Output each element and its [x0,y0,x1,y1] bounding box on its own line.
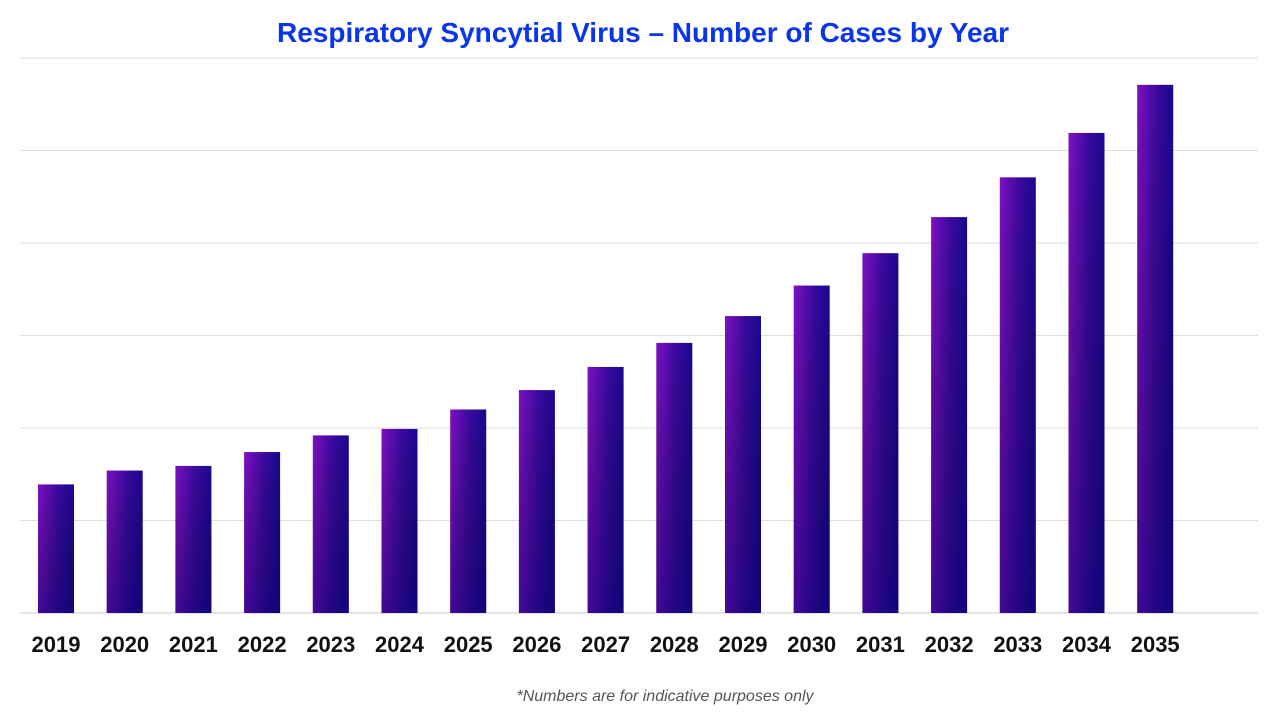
bar-2029 [725,316,761,613]
bar-shade [725,316,761,613]
x-tick-label: 2032 [925,632,974,657]
bar-shade [931,217,968,613]
x-tick-label: 2020 [100,632,149,657]
x-tick-label: 2027 [581,632,630,657]
bar-2019 [38,484,74,613]
bar-2030 [793,285,830,613]
x-tick-label: 2033 [993,632,1042,657]
bar-shade [106,470,143,613]
x-tick-label: 2030 [787,632,836,657]
x-tick-label: 2029 [719,632,768,657]
x-tick-label: 2035 [1131,632,1180,657]
x-tick-label: 2026 [512,632,561,657]
x-tick-label: 2022 [238,632,287,657]
x-tick-label: 2023 [306,632,355,657]
x-tick-label: 2028 [650,632,699,657]
bar-shade [587,366,624,613]
bar-2024 [381,428,418,613]
x-tick-label: 2024 [375,632,425,657]
x-tick-label: 2021 [169,632,218,657]
bar-2032 [931,217,968,613]
bar-shade [793,285,830,613]
bar-2022 [244,452,281,613]
x-tick-label: 2034 [1062,632,1112,657]
bar-2034 [1068,132,1105,614]
bar-2021 [175,465,212,613]
bar-shade [450,409,487,613]
bar-2035 [1137,84,1174,613]
bar-shade [1137,84,1174,613]
bar-shade [381,428,418,613]
bar-shade [175,465,212,613]
footnote: *Numbers are for indicative purposes onl… [516,688,814,705]
chart-title: Respiratory Syncytial Virus – Number of … [277,17,1009,48]
bar-shade [1068,132,1105,614]
bar-2028 [656,342,693,613]
x-tick-label: 2019 [32,632,81,657]
bar-shade [312,435,349,613]
bar-2020 [106,470,143,613]
bar-2027 [587,366,624,613]
bar-2026 [518,390,555,613]
bar-shade [244,452,281,613]
bar-shade [38,484,74,613]
bar-2031 [862,253,899,614]
bar-2025 [450,409,487,613]
bar-shade [656,342,693,613]
bar-2023 [312,435,349,613]
bar-shade [999,177,1036,613]
x-tick-label: 2031 [856,632,905,657]
x-tick-label: 2025 [444,632,493,657]
bar-shade [862,253,899,614]
bar-shade [518,390,555,613]
bar-2033 [999,177,1036,613]
